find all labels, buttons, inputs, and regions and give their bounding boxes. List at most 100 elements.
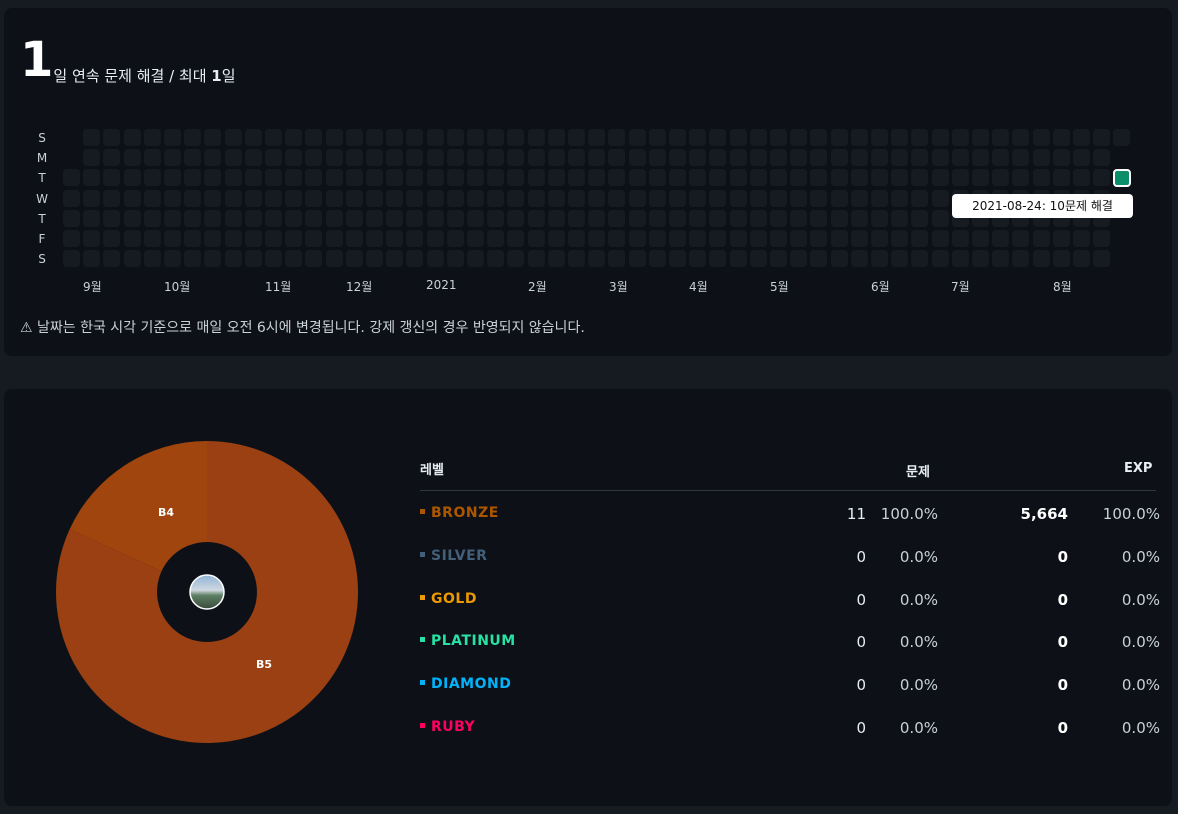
- heatmap-cell[interactable]: [931, 230, 949, 247]
- heatmap-cell[interactable]: [951, 129, 969, 146]
- heatmap-cell[interactable]: [265, 209, 282, 227]
- heatmap-cell[interactable]: [143, 250, 161, 268]
- heatmap-cell[interactable]: [911, 209, 929, 227]
- heatmap-cell[interactable]: [608, 209, 626, 227]
- heatmap-cell[interactable]: [830, 129, 848, 146]
- heatmap-cell[interactable]: [1052, 129, 1070, 146]
- heatmap-cell[interactable]: [83, 149, 101, 167]
- heatmap-cell[interactable]: [446, 169, 464, 187]
- heatmap-cell[interactable]: [507, 250, 525, 268]
- heatmap-cell[interactable]: [850, 230, 868, 247]
- heatmap-cell[interactable]: [164, 129, 181, 146]
- heatmap-cell[interactable]: [628, 189, 646, 207]
- heatmap-cell[interactable]: [669, 129, 686, 146]
- heatmap-cell[interactable]: [871, 129, 888, 146]
- heatmap-cell[interactable]: [467, 189, 484, 207]
- heatmap-cell[interactable]: [386, 189, 404, 207]
- heatmap-cell[interactable]: [729, 169, 747, 187]
- heatmap-cell[interactable]: [184, 230, 202, 247]
- heatmap-cell[interactable]: [143, 169, 161, 187]
- heatmap-cell[interactable]: [204, 169, 222, 187]
- heatmap-cell[interactable]: [184, 149, 202, 167]
- heatmap-cell[interactable]: [1093, 129, 1111, 146]
- heatmap-cell[interactable]: [770, 250, 787, 268]
- heatmap-cell[interactable]: [103, 230, 121, 247]
- heatmap-cell[interactable]: [325, 129, 343, 146]
- heatmap-cell[interactable]: [729, 230, 747, 247]
- heatmap-cell[interactable]: [547, 230, 565, 247]
- heatmap-cell[interactable]: [366, 189, 383, 207]
- heatmap-cell[interactable]: [285, 169, 303, 187]
- heatmap-cell[interactable]: [386, 129, 404, 146]
- heatmap-cell[interactable]: [527, 129, 545, 146]
- heatmap-cell[interactable]: [487, 149, 505, 167]
- heatmap-cell[interactable]: [366, 209, 383, 227]
- tier-name[interactable]: GOLD: [420, 591, 477, 607]
- heatmap-cell[interactable]: [345, 209, 363, 227]
- heatmap-cell[interactable]: [689, 230, 707, 247]
- heatmap-cell[interactable]: [487, 209, 505, 227]
- heatmap-cell[interactable]: [830, 169, 848, 187]
- heatmap-cell[interactable]: [749, 149, 767, 167]
- heatmap-cell[interactable]: [992, 250, 1010, 268]
- heatmap-cell[interactable]: [467, 129, 484, 146]
- heatmap-cell[interactable]: [547, 189, 565, 207]
- heatmap-cell[interactable]: [1032, 169, 1050, 187]
- heatmap-cell[interactable]: [709, 209, 727, 227]
- heatmap-cell[interactable]: [204, 230, 222, 247]
- heatmap-cell[interactable]: [507, 169, 525, 187]
- heatmap-cell[interactable]: [669, 250, 686, 268]
- heatmap-cell[interactable]: [265, 129, 282, 146]
- heatmap-cell[interactable]: [305, 129, 323, 146]
- header-level[interactable]: 레벨: [420, 463, 444, 478]
- heatmap-cell[interactable]: [244, 149, 262, 167]
- tier-name[interactable]: SILVER: [420, 548, 487, 564]
- heatmap-cell[interactable]: [426, 209, 444, 227]
- heatmap-cell[interactable]: [972, 250, 989, 268]
- heatmap-cell[interactable]: [143, 189, 161, 207]
- heatmap-cell[interactable]: [366, 250, 383, 268]
- heatmap-cell[interactable]: [669, 149, 686, 167]
- heatmap-cell[interactable]: [729, 209, 747, 227]
- heatmap-cell[interactable]: [608, 149, 626, 167]
- heatmap-cell[interactable]: [568, 129, 585, 146]
- heatmap-cell[interactable]: [446, 129, 464, 146]
- heatmap-cell[interactable]: [426, 149, 444, 167]
- heatmap-cell[interactable]: [285, 209, 303, 227]
- heatmap-cell[interactable]: [972, 129, 989, 146]
- heatmap-cell[interactable]: [164, 250, 181, 268]
- heatmap-cell[interactable]: [992, 129, 1010, 146]
- heatmap-cell[interactable]: [790, 149, 808, 167]
- heatmap-cell[interactable]: [588, 209, 606, 227]
- heatmap-cell[interactable]: [507, 129, 525, 146]
- heatmap-cell[interactable]: [265, 189, 282, 207]
- heatmap-cell[interactable]: [406, 250, 424, 268]
- heatmap-cell[interactable]: [527, 250, 545, 268]
- heatmap-cell[interactable]: [1052, 230, 1070, 247]
- heatmap-cell[interactable]: [143, 149, 161, 167]
- tier-name[interactable]: RUBY: [420, 719, 475, 735]
- heatmap-cell[interactable]: [204, 129, 222, 146]
- heatmap-cell[interactable]: [103, 189, 121, 207]
- heatmap-cell[interactable]: [305, 230, 323, 247]
- heatmap-cell[interactable]: [830, 250, 848, 268]
- heatmap-cell[interactable]: [1073, 250, 1090, 268]
- heatmap-cell[interactable]: [588, 250, 606, 268]
- heatmap-cell[interactable]: [244, 129, 262, 146]
- heatmap-cell[interactable]: [1012, 169, 1030, 187]
- heatmap-cell[interactable]: [547, 169, 565, 187]
- heatmap-cell[interactable]: [749, 129, 767, 146]
- heatmap-cell[interactable]: [648, 230, 666, 247]
- heatmap-cell[interactable]: [527, 230, 545, 247]
- heatmap-cell[interactable]: [164, 209, 181, 227]
- heatmap-cell[interactable]: [184, 129, 202, 146]
- heatmap-cell[interactable]: [588, 230, 606, 247]
- heatmap-cell[interactable]: [83, 250, 101, 268]
- heatmap-cell[interactable]: [467, 169, 484, 187]
- heatmap-cell[interactable]: [749, 169, 767, 187]
- heatmap-cell[interactable]: [871, 250, 888, 268]
- heatmap-cell[interactable]: [184, 169, 202, 187]
- heatmap-cell[interactable]: [143, 129, 161, 146]
- heatmap-cell[interactable]: [386, 149, 404, 167]
- heatmap-cell[interactable]: [487, 169, 505, 187]
